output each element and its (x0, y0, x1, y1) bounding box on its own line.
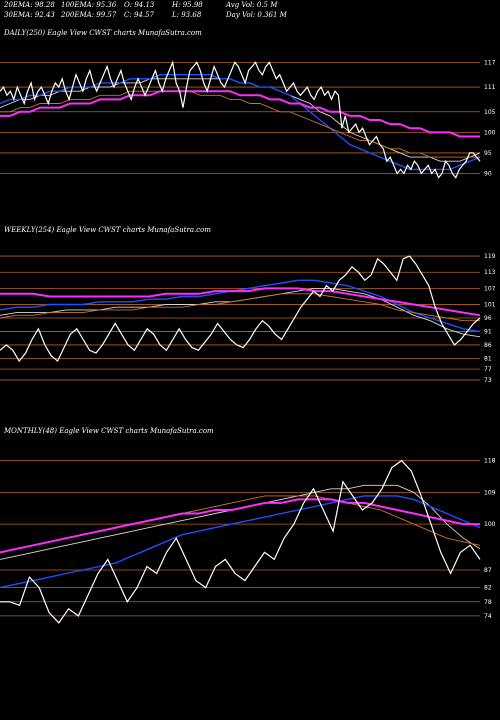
y-tick-label: 78 (484, 599, 492, 606)
price-line (0, 459, 481, 624)
header-stats: 20EMA: 98.28 100EMA: 95.36 O: 94.13 H: 9… (4, 0, 494, 20)
daily-chart: 117 111 105 100 95 90 (0, 59, 496, 179)
y-tick-label: 117 (484, 59, 496, 66)
ema100-stat: 100EMA: 95.36 (61, 1, 117, 9)
y-tick-label: 91 (484, 328, 492, 335)
y-tick-label: 111 (484, 84, 496, 91)
low-stat: L: 93.68 (172, 11, 202, 19)
y-tick-label: 101 (484, 302, 496, 309)
y-tick-label: 95 (484, 150, 492, 157)
y-tick-label: 118 (484, 458, 496, 465)
high-stat: H: 95.98 (172, 1, 203, 9)
y-tick-label: 77 (484, 366, 492, 373)
y-tick-label: 107 (484, 285, 496, 292)
y-tick-label: 105 (484, 109, 496, 116)
monthly-chart: 118 109 100 87 82 78 74 (0, 458, 496, 624)
avg-vol-stat: Avg Vol: 0.5 M (226, 1, 278, 9)
ema-orange-line (0, 293, 480, 322)
ema200-stat: 200EMA: 99.57 (61, 11, 117, 19)
y-tick-label: 90 (484, 171, 492, 178)
y-tick-label: 119 (484, 253, 496, 260)
monthly-chart-title: MONTHLY(48) Eagle View CWST charts Munaf… (4, 427, 214, 435)
y-tick-label: 96 (484, 315, 492, 322)
ema20-stat: 20EMA: 98.28 (4, 1, 55, 9)
y-tick-label: 113 (484, 269, 496, 276)
y-tick-label: 87 (484, 567, 492, 574)
y-tick-label: 86 (484, 342, 492, 349)
daily-chart-title: DAILY(250) Eagle View CWST charts Munafa… (4, 29, 202, 37)
close-stat: C: 94.57 (124, 11, 154, 19)
ema-blue-line (0, 74, 481, 171)
ema-blue-line (0, 495, 481, 589)
price-line (0, 255, 481, 363)
open-stat: O: 94.13 (124, 1, 155, 9)
price-line (0, 60, 481, 179)
ema-magenta-line (0, 90, 480, 138)
y-tick-label: 109 (484, 489, 496, 496)
ema30-stat: 30EMA: 92.43 (4, 11, 55, 19)
y-tick-label: 82 (484, 585, 492, 592)
day-vol-stat: Day Vol: 0.361 M (226, 11, 287, 19)
ema-orange-line (0, 90, 480, 158)
weekly-chart: 119 113 107 101 96 91 86 81 77 73 (0, 253, 496, 384)
ema-blue-line (0, 279, 481, 333)
ema-magenta-line (0, 287, 481, 317)
y-tick-label: 73 (484, 377, 492, 384)
y-tick-label: 100 (484, 129, 496, 136)
y-tick-label: 74 (484, 613, 492, 620)
ema-magenta-line (0, 498, 480, 554)
y-tick-label: 81 (484, 355, 492, 362)
y-tick-label: 100 (484, 521, 496, 528)
weekly-chart-title: WEEKLY(254) Eagle View CWST charts Munaf… (4, 226, 211, 234)
